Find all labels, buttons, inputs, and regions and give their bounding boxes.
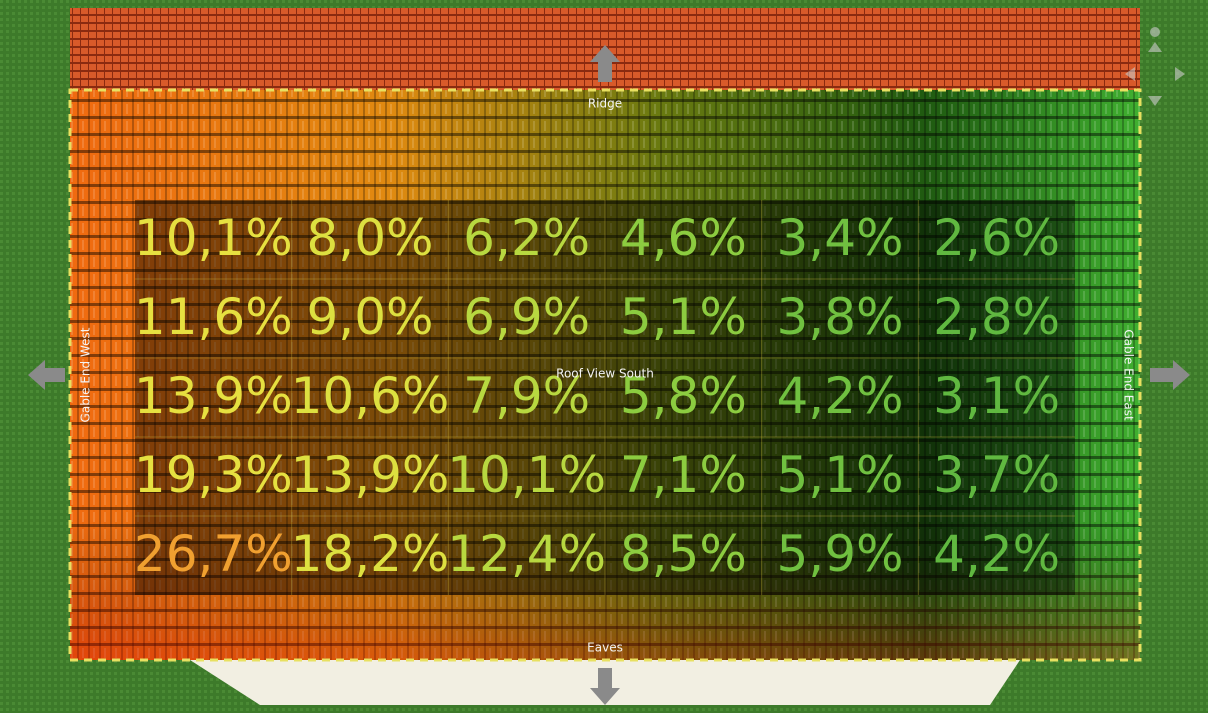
grid-cell: 9,0% xyxy=(306,288,433,346)
arrow-left[interactable] xyxy=(28,360,65,390)
grid-cell: 4,6% xyxy=(620,209,747,267)
label-eaves: Eaves xyxy=(587,641,623,655)
grid-cell: 3,8% xyxy=(776,288,903,346)
grid-cell: 10,1% xyxy=(447,446,606,504)
grid-cell: 19,3% xyxy=(134,446,293,504)
grid-cell: 3,4% xyxy=(776,209,903,267)
grid-cell: 4,2% xyxy=(776,367,903,425)
grid-cell: 11,6% xyxy=(134,288,293,346)
label-view: Roof View South xyxy=(556,367,654,381)
grid-cell: 5,1% xyxy=(620,288,747,346)
grid-cell: 13,9% xyxy=(291,446,450,504)
grid-cell: 3,1% xyxy=(933,367,1060,425)
grid-cell: 8,0% xyxy=(306,209,433,267)
grid-cell: 13,9% xyxy=(134,367,293,425)
roof-shade xyxy=(70,90,1140,660)
grid-cell: 4,2% xyxy=(933,525,1060,583)
grid-cell: 5,9% xyxy=(776,525,903,583)
nav-control[interactable] xyxy=(1125,27,1185,106)
grid: 10,1% 8,0% 6,2% 4,6% 3,4% 2,6%11,6% 9,0% 6,9% 5,… xyxy=(134,200,1075,595)
grid-cell: 26,7% xyxy=(134,525,293,583)
roof-outline xyxy=(68,88,1142,662)
label-ridge: Ridge xyxy=(588,97,622,111)
label-west: Gable End West xyxy=(79,327,93,422)
arrow-up[interactable] xyxy=(590,45,620,82)
grid-cell: 2,8% xyxy=(933,288,1060,346)
grid-cell: 12,4% xyxy=(447,525,606,583)
grid-cell: 7,9% xyxy=(463,367,590,425)
grid-cell: 7,1% xyxy=(620,446,747,504)
grid-cell: 10,1% xyxy=(134,209,293,267)
grid-panel xyxy=(135,200,1075,595)
grid-cell: 2,6% xyxy=(933,209,1060,267)
grid-cell: 3,7% xyxy=(933,446,1060,504)
grid-cell: 6,9% xyxy=(463,288,590,346)
grid-cell: 18,2% xyxy=(291,525,450,583)
arrow-down[interactable] xyxy=(590,668,620,705)
grid-cell: 8,5% xyxy=(620,525,747,583)
label-east: Gable End East xyxy=(1122,329,1136,421)
grid-cell: 10,6% xyxy=(291,367,450,425)
grid-cell: 5,8% xyxy=(620,367,747,425)
grid-cell: 5,1% xyxy=(776,446,903,504)
grid-cell: 6,2% xyxy=(463,209,590,267)
arrow-right[interactable] xyxy=(1150,360,1190,390)
